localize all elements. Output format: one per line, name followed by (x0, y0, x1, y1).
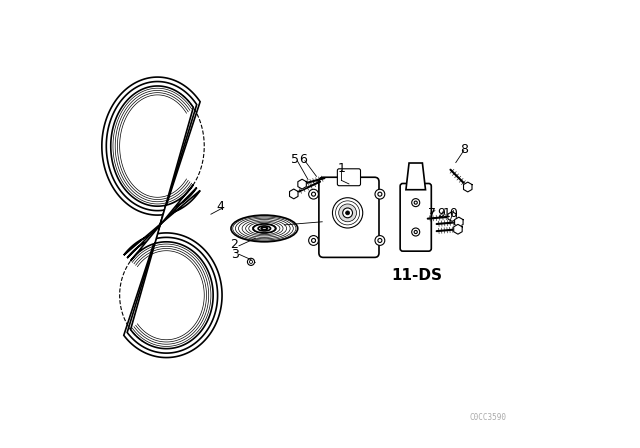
Ellipse shape (339, 204, 356, 222)
Ellipse shape (312, 238, 316, 242)
Text: 8: 8 (460, 143, 468, 156)
Text: 9: 9 (438, 207, 445, 220)
Ellipse shape (332, 198, 363, 228)
Ellipse shape (378, 238, 382, 242)
Ellipse shape (248, 258, 255, 265)
Text: 11-DS: 11-DS (392, 268, 442, 283)
FancyBboxPatch shape (400, 184, 431, 251)
Polygon shape (454, 217, 463, 227)
Ellipse shape (342, 208, 353, 218)
Polygon shape (448, 211, 456, 221)
Polygon shape (102, 77, 222, 358)
Polygon shape (406, 163, 426, 190)
Ellipse shape (414, 230, 417, 233)
Ellipse shape (412, 228, 420, 236)
Polygon shape (106, 82, 218, 353)
Ellipse shape (308, 236, 319, 246)
Text: 2: 2 (230, 238, 239, 251)
Text: 5: 5 (291, 153, 299, 166)
Polygon shape (463, 182, 472, 192)
Ellipse shape (378, 192, 382, 196)
Ellipse shape (375, 189, 385, 199)
Text: 10: 10 (442, 207, 458, 220)
FancyBboxPatch shape (319, 177, 379, 258)
Polygon shape (289, 189, 298, 199)
Text: 7: 7 (428, 207, 436, 220)
Ellipse shape (253, 224, 275, 233)
Ellipse shape (312, 192, 316, 196)
FancyBboxPatch shape (337, 169, 360, 186)
Polygon shape (111, 86, 213, 349)
Ellipse shape (346, 211, 349, 215)
Ellipse shape (308, 189, 319, 199)
Polygon shape (454, 224, 462, 234)
Text: 1: 1 (337, 162, 346, 175)
Polygon shape (298, 179, 307, 189)
Text: 3: 3 (230, 248, 239, 261)
Text: 4: 4 (217, 200, 225, 213)
Text: 6: 6 (299, 153, 307, 166)
Ellipse shape (258, 226, 271, 231)
Ellipse shape (412, 198, 420, 207)
Ellipse shape (261, 227, 268, 230)
Text: C0CC3590: C0CC3590 (470, 413, 507, 422)
Ellipse shape (250, 260, 253, 263)
Ellipse shape (375, 236, 385, 246)
Ellipse shape (231, 215, 298, 242)
Ellipse shape (414, 201, 417, 204)
